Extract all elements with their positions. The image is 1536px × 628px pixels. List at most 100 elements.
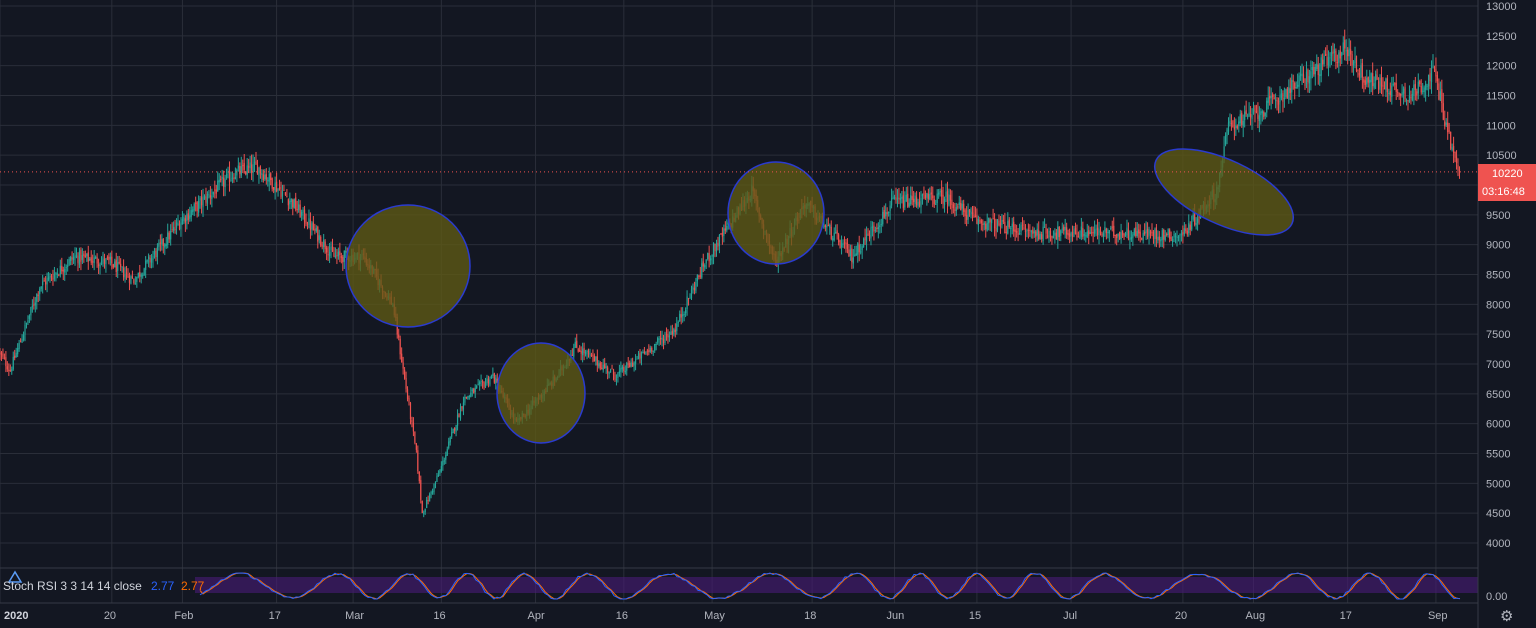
candle [1400, 93, 1402, 107]
candle [152, 250, 154, 268]
candle [190, 204, 192, 222]
candle [1270, 87, 1272, 110]
candle [1052, 230, 1055, 239]
candle [68, 256, 70, 266]
candle [1414, 76, 1416, 101]
candle [1146, 222, 1149, 240]
candle [1297, 73, 1299, 89]
candle [1132, 232, 1134, 246]
candle [431, 488, 434, 495]
candle [246, 158, 248, 179]
price-tick-label: 7000 [1486, 359, 1510, 371]
candle [1382, 77, 1384, 97]
candle [1048, 227, 1050, 243]
candle [1360, 58, 1362, 81]
candle [714, 243, 716, 258]
candle [1004, 212, 1006, 234]
candle [1336, 54, 1338, 68]
candle [1367, 76, 1369, 88]
candle [943, 196, 946, 213]
candle [334, 247, 337, 259]
candle [1064, 218, 1066, 239]
candle [474, 384, 476, 399]
candle [1176, 230, 1178, 247]
candle [621, 364, 623, 373]
candle [189, 206, 191, 222]
candle [1110, 225, 1112, 231]
candle [938, 188, 940, 199]
candle [830, 220, 832, 241]
candle [957, 203, 959, 210]
candles[interactable] [0, 29, 1461, 518]
candle [162, 237, 164, 254]
candle [855, 245, 857, 256]
highlight-ellipse[interactable] [727, 161, 825, 265]
candle [131, 270, 134, 279]
candle [1042, 221, 1044, 245]
candle [1358, 68, 1361, 81]
candle [484, 377, 487, 389]
candle [1032, 226, 1034, 239]
candle [1320, 54, 1322, 83]
stoch-rsi-lines [199, 572, 1461, 600]
candle [1422, 82, 1424, 95]
candle [876, 223, 878, 233]
candle [273, 186, 275, 194]
candle [646, 348, 648, 356]
candle [1002, 215, 1004, 225]
candle [165, 236, 167, 249]
candle [21, 334, 23, 343]
candle [871, 221, 874, 237]
candle [1119, 231, 1121, 241]
candle [318, 229, 320, 244]
candle [1252, 101, 1255, 115]
gear-icon[interactable]: ⚙ [1500, 607, 1513, 625]
candle [78, 247, 81, 268]
highlight-ellipse[interactable] [496, 342, 586, 444]
candle [935, 199, 937, 205]
candle [989, 217, 991, 231]
candle [479, 380, 481, 391]
candle [449, 436, 451, 446]
stoch-legend[interactable]: Stoch RSI 3 3 14 14 close 2.77 2.77 [3, 570, 205, 593]
candle [236, 168, 238, 182]
candle [337, 247, 339, 260]
candle [605, 362, 607, 374]
candle [180, 217, 182, 237]
candle [467, 395, 469, 400]
candle [710, 255, 712, 266]
candle [1161, 227, 1163, 248]
candle [1101, 231, 1103, 238]
candle [926, 192, 928, 206]
candle [860, 243, 862, 255]
candle [97, 258, 100, 274]
candle [1350, 40, 1352, 66]
candle [423, 510, 425, 518]
candle [701, 258, 703, 280]
candle [1249, 106, 1252, 126]
candle [1091, 226, 1093, 237]
candle [707, 252, 709, 261]
candle [111, 250, 113, 270]
candle [593, 353, 595, 362]
candle [1423, 85, 1425, 98]
candle [427, 495, 429, 505]
highlight-ellipse[interactable] [1143, 131, 1306, 252]
candle [468, 394, 470, 400]
candle [1196, 214, 1199, 231]
candle [37, 291, 39, 303]
candle [227, 166, 229, 179]
candle [1247, 113, 1249, 120]
time-axis[interactable]: 2020 20 Feb 17 Mar 16 Apr 16 May 18 Jun 15 Jul 20 Aug 1… [4, 610, 1448, 622]
candle [1329, 52, 1331, 68]
candle [905, 186, 907, 203]
time-tick-label: Mar [345, 610, 364, 622]
highlight-ellipses[interactable] [345, 131, 1306, 444]
candle [414, 431, 416, 445]
highlight-ellipse[interactable] [345, 204, 471, 328]
candle [717, 236, 719, 251]
candle [1283, 87, 1286, 108]
candle [202, 188, 204, 217]
